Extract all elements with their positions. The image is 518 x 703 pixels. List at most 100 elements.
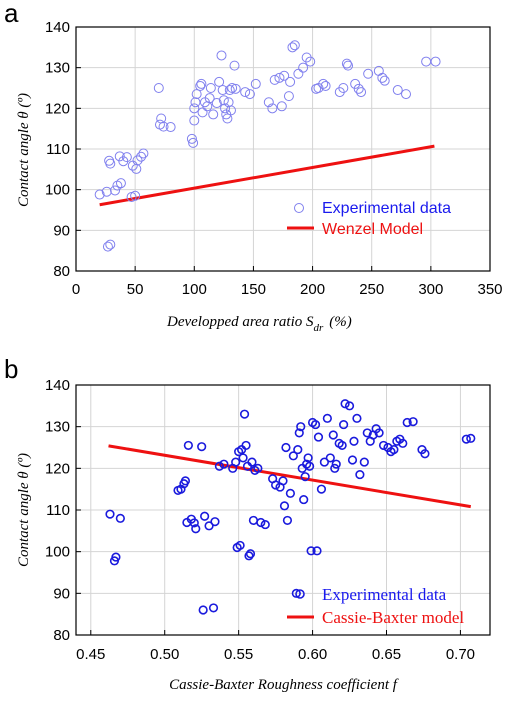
x-tick-label: 0.50 bbox=[150, 646, 179, 663]
data-points-a bbox=[94, 40, 441, 252]
data-point bbox=[138, 148, 149, 159]
y-tick-label: 110 bbox=[46, 141, 70, 158]
data-point bbox=[256, 517, 266, 528]
data-point bbox=[158, 121, 169, 132]
y-tick-label: 140 bbox=[45, 377, 70, 394]
data-point bbox=[285, 76, 296, 87]
data-point bbox=[320, 80, 331, 91]
data-point bbox=[461, 434, 471, 444]
data-point bbox=[293, 444, 303, 455]
legend-a: Experimental data Wenzel Model bbox=[287, 200, 451, 238]
data-point bbox=[189, 115, 200, 126]
plot-frame-b bbox=[75, 384, 491, 636]
data-point bbox=[303, 453, 313, 463]
data-point bbox=[111, 552, 121, 562]
data-point bbox=[269, 74, 280, 85]
data-point bbox=[337, 440, 347, 451]
model-line-a bbox=[99, 144, 435, 207]
data-point bbox=[115, 178, 126, 189]
x-ticks-a: 0 50 100 150 200 250 300 350 bbox=[72, 266, 503, 298]
data-point bbox=[339, 419, 349, 430]
data-point bbox=[318, 78, 329, 89]
legend-label-points-a: Experimental data bbox=[322, 200, 451, 217]
data-point bbox=[279, 70, 290, 81]
x-tick-label: 0.70 bbox=[446, 646, 475, 663]
data-point bbox=[225, 105, 236, 116]
data-point bbox=[325, 453, 335, 463]
legend-label-line-a: Wenzel Model bbox=[322, 221, 423, 238]
data-point bbox=[208, 603, 219, 613]
data-point bbox=[210, 517, 220, 527]
x-tick-label: 50 bbox=[127, 281, 144, 298]
data-point bbox=[296, 422, 306, 432]
data-point bbox=[294, 428, 304, 438]
data-point bbox=[105, 239, 116, 250]
model-line bbox=[108, 444, 472, 509]
x-tick-label: 0.60 bbox=[298, 646, 327, 663]
data-point bbox=[299, 494, 309, 505]
data-point bbox=[430, 56, 441, 67]
data-point bbox=[183, 440, 193, 451]
y-tick-label: 120 bbox=[45, 100, 70, 117]
data-point bbox=[191, 89, 202, 100]
data-point bbox=[245, 549, 256, 559]
x-tick-label: 250 bbox=[359, 281, 384, 298]
data-point bbox=[347, 455, 358, 465]
y-tick-label: 100 bbox=[45, 544, 70, 561]
data-point bbox=[94, 189, 105, 200]
data-point bbox=[289, 40, 300, 51]
data-point bbox=[271, 480, 281, 490]
data-point bbox=[355, 469, 365, 480]
y-axis-title-b: Contact angle θ (º) bbox=[16, 453, 32, 567]
data-point bbox=[392, 85, 403, 96]
data-point bbox=[379, 75, 390, 86]
data-point bbox=[328, 430, 338, 440]
y-tick-label: 140 bbox=[45, 19, 70, 36]
data-point bbox=[362, 428, 372, 438]
data-point bbox=[244, 89, 255, 100]
x-tick-label: 150 bbox=[241, 281, 266, 298]
data-point bbox=[359, 457, 369, 467]
y-tick-label: 130 bbox=[45, 60, 70, 77]
panel-label-a: a bbox=[4, 0, 19, 28]
y-tick-label: 100 bbox=[45, 182, 70, 199]
data-point bbox=[263, 97, 274, 108]
data-point bbox=[278, 476, 288, 486]
data-point bbox=[274, 72, 285, 83]
data-point bbox=[224, 85, 235, 96]
data-point bbox=[205, 83, 216, 93]
data-point bbox=[204, 521, 214, 531]
data-point bbox=[322, 413, 332, 423]
y-ticks-a: 80 90 100 110 120 130 140 bbox=[45, 19, 81, 280]
data-point bbox=[312, 546, 322, 556]
data-point bbox=[200, 511, 210, 521]
x-ticks-b: 0.45 0.50 0.55 0.60 0.65 0.70 bbox=[76, 630, 475, 663]
y-tick-label: 90 bbox=[53, 585, 70, 602]
data-point bbox=[115, 513, 125, 523]
data-point bbox=[279, 501, 290, 511]
data-point bbox=[248, 515, 259, 526]
data-point bbox=[305, 56, 316, 67]
y-tick-label: 120 bbox=[45, 460, 70, 477]
data-point bbox=[398, 438, 408, 448]
data-point bbox=[260, 519, 270, 530]
x-tick-label: 350 bbox=[477, 281, 502, 298]
data-point bbox=[208, 109, 219, 120]
data-point bbox=[110, 185, 121, 196]
data-point bbox=[298, 62, 309, 73]
x-tick-label: 0 bbox=[72, 281, 80, 298]
legend-label-line-b: Cassie-Baxter model bbox=[322, 608, 464, 627]
legend-marker-points-b bbox=[295, 589, 305, 599]
data-point bbox=[291, 588, 301, 598]
data-point bbox=[130, 190, 141, 201]
x-tick-label: 300 bbox=[418, 281, 443, 298]
panel-label-b: b bbox=[4, 354, 18, 384]
x-axis-title-b: Cassie-Baxter Roughness coefficient f bbox=[169, 677, 399, 693]
data-point bbox=[180, 476, 191, 486]
data-point bbox=[239, 409, 250, 419]
data-point bbox=[253, 463, 263, 473]
legend-label-points-b: Experimental data bbox=[322, 585, 447, 604]
data-point bbox=[216, 50, 227, 61]
data-point bbox=[420, 449, 430, 459]
data-point bbox=[196, 78, 207, 89]
